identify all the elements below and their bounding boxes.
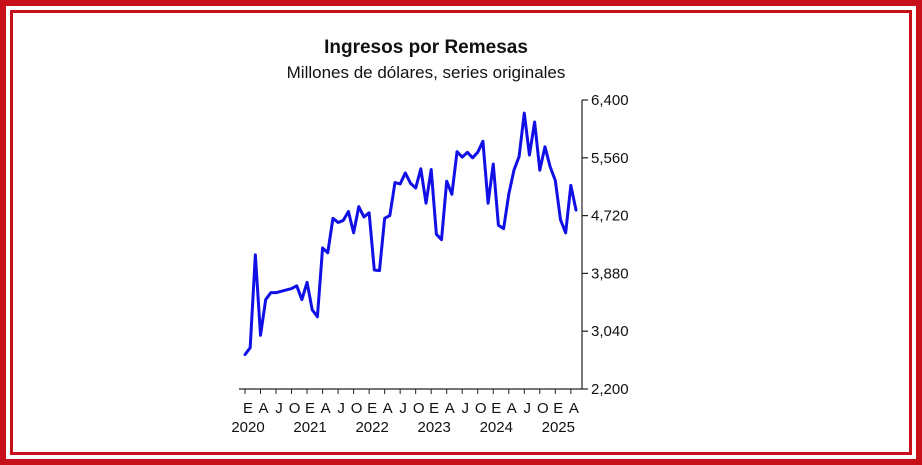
x-tick-label: A <box>259 400 269 417</box>
x-tick-label: E <box>429 400 439 417</box>
x-year-label: 2024 <box>480 419 513 436</box>
x-tick-label: J <box>461 400 469 417</box>
series-line <box>243 111 578 357</box>
x-year-label: 2021 <box>293 419 326 436</box>
x-tick-label: J <box>524 400 532 417</box>
x-tick-label: E <box>367 400 377 417</box>
y-tick-label: 3,040 <box>591 323 629 340</box>
x-tick-label: O <box>289 400 301 417</box>
x-tick-label: O <box>475 400 487 417</box>
x-year-label: 2022 <box>355 419 388 436</box>
x-tick-label: A <box>569 400 579 417</box>
x-tick-label: J <box>337 400 345 417</box>
chart-title: Ingresos por Remesas <box>324 37 528 58</box>
chart-subtitle: Millones de dólares, series originales <box>286 63 566 82</box>
x-tick-label: A <box>445 400 455 417</box>
x-tick-label: A <box>321 400 331 417</box>
x-tick-label: E <box>243 400 253 417</box>
x-tick-label: E <box>305 400 315 417</box>
y-tick-label: 6,400 <box>591 92 629 109</box>
x-tick-label: O <box>537 400 549 417</box>
x-tick-label: E <box>491 400 501 417</box>
inner-frame <box>10 10 912 455</box>
x-year-label: 2023 <box>418 419 451 436</box>
x-tick-label: J <box>399 400 407 417</box>
y-tick-label: 4,720 <box>591 208 629 225</box>
x-tick-label: O <box>413 400 425 417</box>
x-tick-label: J <box>275 400 283 417</box>
y-tick-label: 2,200 <box>591 381 629 398</box>
x-tick-label: O <box>351 400 363 417</box>
x-year-label: 2025 <box>542 419 575 436</box>
x-tick-label: A <box>383 400 393 417</box>
x-tick-label: A <box>507 400 517 417</box>
y-tick-label: 5,560 <box>591 150 629 167</box>
y-tick-label: 3,880 <box>591 265 629 282</box>
x-tick-label: E <box>553 400 563 417</box>
x-year-label: 2020 <box>231 419 264 436</box>
